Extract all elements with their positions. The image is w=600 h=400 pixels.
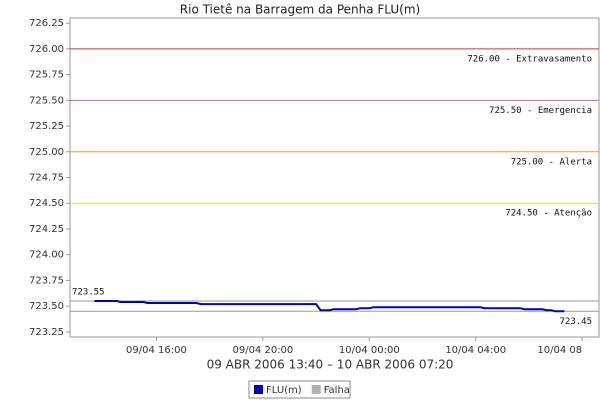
extreme-label: 723.55 <box>72 287 105 297</box>
y-tick-label: 723.75 <box>29 275 64 286</box>
x-tick-label: 09/04 16:00 <box>126 345 187 356</box>
y-tick-label: 725.50 <box>29 95 64 106</box>
chart-subtitle: 09 ABR 2006 13:40 – 10 ABR 2006 07:20 <box>207 358 454 372</box>
plot-area <box>69 17 600 338</box>
legend-swatch <box>311 385 321 394</box>
legend: FLU(m) Falha <box>248 380 351 399</box>
reference-label: 725.00 - Alerta <box>511 157 592 167</box>
chart-title: Rio Tietê na Barragem da Penha FLU(m) <box>180 3 420 17</box>
y-tick-label: 725.75 <box>29 70 64 81</box>
legend-box <box>248 380 351 399</box>
legend-label: FLU(m) <box>266 385 302 396</box>
y-tick-label: 724.00 <box>29 250 64 261</box>
extreme-label: 723.45 <box>559 317 592 327</box>
y-tick-label: 724.25 <box>29 224 64 235</box>
y-tick-label: 725.00 <box>29 147 64 158</box>
reference-label: 725.50 - Emergencia <box>489 106 592 116</box>
x-tick-label: 10/04 08 <box>537 345 582 356</box>
legend-label: Falha <box>324 385 350 396</box>
x-tick-label: 09/04 20:00 <box>232 345 293 356</box>
data-line <box>94 300 565 313</box>
x-tick-label: 10/04 04:00 <box>445 345 506 356</box>
y-tick-label: 726.25 <box>29 18 64 29</box>
reference-label: 726.00 - Extravasamento <box>467 54 592 64</box>
y-tick-label: 723.25 <box>29 327 64 338</box>
x-tick-label: 10/04 00:00 <box>339 345 400 356</box>
y-tick-label: 724.50 <box>29 198 64 209</box>
y-tick-label: 723.50 <box>29 301 64 312</box>
y-tick-label: 725.25 <box>29 121 64 132</box>
legend-swatch <box>254 385 263 394</box>
y-tick-label: 726.00 <box>29 44 64 55</box>
reference-label: 724.50 - Atenção <box>505 209 592 219</box>
y-tick-label: 724.75 <box>29 173 64 184</box>
